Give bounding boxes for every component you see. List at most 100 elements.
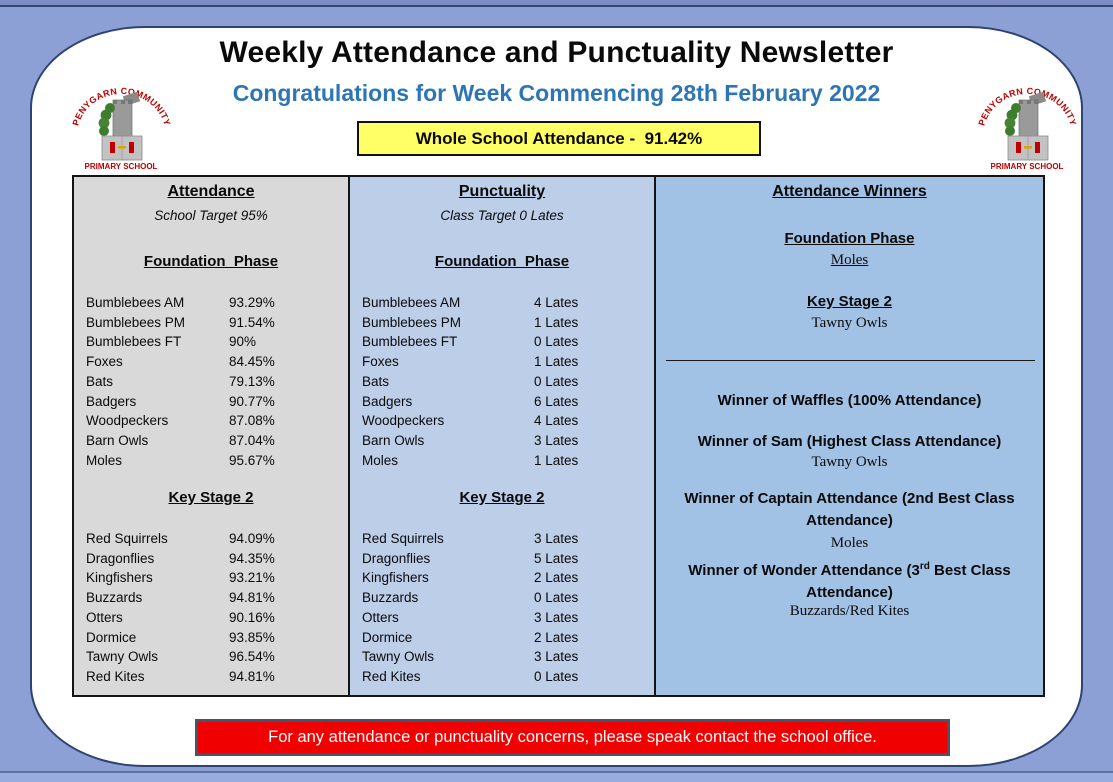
attendance-ks2-heading: Key Stage 2 — [168, 489, 254, 506]
lates-value: 3 Lates — [534, 531, 579, 546]
table-row: Tawny Owls 3 Lates — [362, 647, 648, 667]
lates-value: 5 Lates — [534, 550, 579, 566]
class-name: Bats — [86, 373, 114, 389]
slide-top-edge — [0, 0, 1113, 7]
award-sam: Winner of Sam (Highest Class Attendance) — [697, 433, 1002, 450]
winners-ks2-heading: Key Stage 2 — [806, 293, 893, 310]
attendance-value: 90.16% — [229, 609, 275, 625]
lates-value: 2 Lates — [534, 629, 579, 645]
lates-value: 3 Lates — [534, 649, 579, 665]
punctuality-panel: Punctuality Class Target 0 Lates Foundat… — [348, 175, 656, 697]
class-name: Dormice — [86, 629, 137, 645]
table-row: Red Kites 0 Lates — [362, 667, 648, 687]
whole-school-attendance-banner: Whole School Attendance - 91.42% — [357, 121, 761, 156]
attendance-value: 94.35% — [229, 550, 275, 566]
attendance-foundation-heading: Foundation Phase — [143, 253, 279, 270]
dragon-tower-icon — [1004, 91, 1049, 161]
class-name: Red Squirrels — [362, 531, 444, 546]
slide-bottom-edge — [0, 771, 1113, 782]
lates-value: 3 Lates — [534, 432, 579, 448]
class-name: Bumblebees FT — [86, 334, 182, 350]
class-name: Dormice — [362, 629, 413, 645]
table-row: Kingfishers 2 Lates — [362, 568, 648, 588]
class-name: Bats — [362, 373, 390, 389]
award-captain-winner: Moles — [830, 535, 869, 551]
table-row: Buzzards 94.81% — [86, 588, 342, 608]
table-row: Dragonflies 5 Lates — [362, 549, 648, 569]
table-row: Kingfishers 93.21% — [86, 568, 342, 588]
lates-value: 0 Lates — [534, 668, 579, 684]
class-name: Dragonflies — [86, 550, 155, 566]
class-name: Kingfishers — [362, 570, 429, 586]
dragon-tower-icon — [98, 91, 143, 161]
winners-foundation-heading: Foundation Phase — [784, 230, 915, 247]
page-title: Weekly Attendance and Punctuality Newsle… — [219, 36, 894, 69]
logo-bottom-text: PRIMARY SCHOOL — [85, 162, 158, 171]
table-row: Dormice 2 Lates — [362, 628, 648, 648]
attendance-value: 87.04% — [229, 432, 275, 448]
lates-value: 3 Lates — [534, 609, 579, 625]
table-row: Moles 95.67% — [86, 451, 342, 471]
table-row: Bumblebees FT 90% — [86, 332, 342, 352]
class-name: Red Kites — [86, 668, 145, 684]
class-name: Buzzards — [86, 590, 143, 606]
class-name: Moles — [362, 452, 399, 468]
award-captain: Winner of Captain Attendance (2nd Best C… — [684, 490, 1015, 529]
table-row: Red Kites 94.81% — [86, 667, 342, 687]
attendance-value: 95.67% — [229, 452, 275, 468]
contact-office-notice: For any attendance or punctuality concer… — [195, 719, 950, 756]
table-row: Dormice 93.85% — [86, 628, 342, 648]
attendance-value: 87.08% — [229, 413, 275, 429]
award-waffles: Winner of Waffles (100% Attendance) — [717, 392, 982, 409]
school-logo-left: PENYGARN COMMUNITY PRIMARY SCHOOL — [71, 86, 173, 171]
lates-value: 1 Lates — [534, 354, 579, 370]
class-name: Tawny Owls — [86, 649, 159, 665]
attendance-value: 84.45% — [229, 354, 275, 370]
class-name: Badgers — [362, 393, 413, 409]
lates-value: 4 Lates — [534, 295, 579, 310]
table-row: Otters 3 Lates — [362, 608, 648, 628]
table-row: Woodpeckers 4 Lates — [362, 411, 648, 431]
attendance-panel-title: Attendance — [167, 183, 255, 200]
class-name: Woodpeckers — [86, 413, 169, 429]
attendance-value: 96.54% — [229, 649, 275, 665]
school-logo-right: PENYGARN COMMUNITY PRIMARY SCHOOL — [977, 86, 1079, 171]
lates-value: 0 Lates — [534, 590, 579, 606]
attendance-winners-panel: Attendance Winners Foundation Phase Mole… — [654, 175, 1045, 697]
table-row: Bats 79.13% — [86, 372, 342, 392]
class-name: Barn Owls — [86, 432, 149, 448]
lates-value: 1 Lates — [534, 452, 579, 468]
punctuality-foundation-rows: Bumblebees AM 4 Lates Bumblebees PM 1 La… — [362, 293, 648, 470]
table-row: Barn Owls 3 Lates — [362, 431, 648, 451]
panels-row: Attendance School Target 95% Foundation … — [72, 175, 1045, 697]
table-row: Woodpeckers 87.08% — [86, 411, 342, 431]
page-subtitle: Congratulations for Week Commencing 28th… — [232, 80, 881, 106]
punctuality-ks2-heading: Key Stage 2 — [459, 489, 545, 506]
class-name: Otters — [86, 609, 123, 625]
table-row: Bumblebees FT 0 Lates — [362, 332, 648, 352]
class-name: Barn Owls — [362, 432, 425, 448]
winners-panel-title: Attendance Winners — [772, 183, 927, 200]
attendance-panel: Attendance School Target 95% Foundation … — [72, 175, 350, 697]
punctuality-panel-title: Punctuality — [458, 183, 546, 200]
table-row: Bumblebees PM 91.54% — [86, 313, 342, 333]
table-row: Foxes 84.45% — [86, 352, 342, 372]
class-name: Otters — [362, 609, 399, 625]
logo-bottom-text: PRIMARY SCHOOL — [991, 162, 1064, 171]
winners-foundation-winner: Moles — [830, 252, 869, 268]
attendance-value: 91.54% — [229, 314, 275, 330]
lates-value: 0 Lates — [534, 334, 579, 350]
lates-value: 1 Lates — [534, 314, 579, 330]
class-name: Kingfishers — [86, 570, 153, 586]
award-wonder-text: Best Class Attendance) — [806, 562, 1011, 601]
award-wonder-ordinal: rd — [919, 561, 930, 572]
class-name: Buzzards — [362, 590, 419, 606]
table-row: Buzzards 0 Lates — [362, 588, 648, 608]
attendance-value: 90.77% — [229, 393, 275, 409]
class-name: Bumblebees FT — [362, 334, 458, 350]
class-name: Badgers — [86, 393, 137, 409]
class-name: Foxes — [362, 354, 399, 370]
attendance-foundation-rows: Bumblebees AM 93.29% Bumblebees PM 91.54… — [86, 293, 342, 470]
class-name: Red Squirrels — [86, 531, 168, 546]
table-row: Tawny Owls 96.54% — [86, 647, 342, 667]
